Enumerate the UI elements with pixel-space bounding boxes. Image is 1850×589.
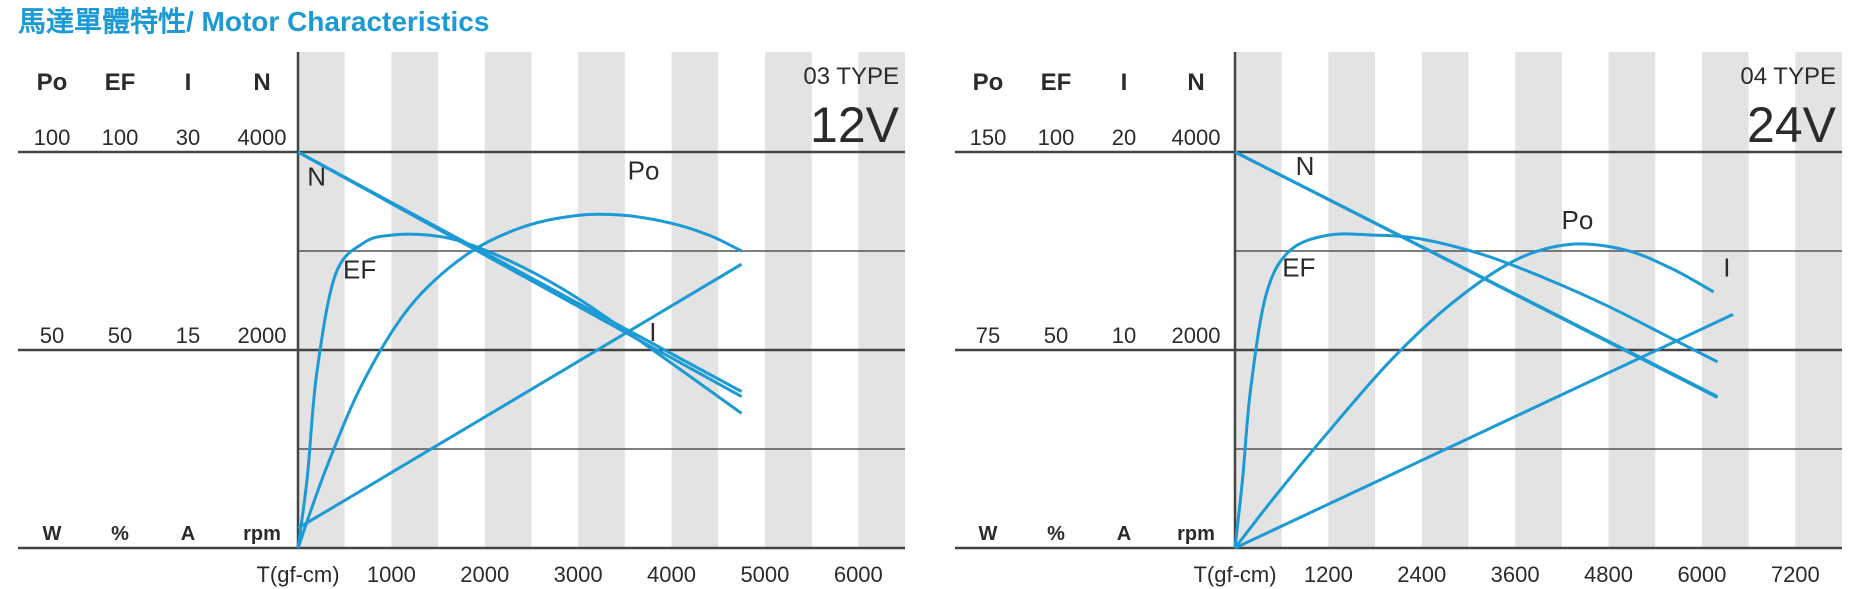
curve-label: EF [1282,253,1315,283]
column-header: Po [973,69,1004,96]
series-EF-curve [296,232,743,549]
chart-band [1328,52,1376,548]
scale-max-value: 100 [102,125,139,150]
scale-max-value: 20 [1112,125,1136,150]
x-tick-label: 4800 [1584,562,1633,587]
chart-band [1421,52,1469,548]
scale-max-value: 4000 [1172,125,1221,150]
chart-band [1701,52,1749,548]
page-title: 馬達單體特性/ Motor Characteristics [18,6,490,37]
unit-label: W [979,523,998,545]
curve-label: Po [628,156,660,186]
x-axis-label: T(gf-cm) [1193,562,1276,587]
column-header: N [253,69,270,96]
x-tick-label: 1200 [1304,562,1353,587]
scale-mid-value: 75 [976,323,1000,348]
x-tick-label: 4000 [647,562,696,587]
chart-band [1515,52,1562,548]
chart-band [1608,52,1656,548]
x-tick-label: 2000 [460,562,509,587]
series-I-curve [1234,313,1734,550]
type-label: 03 TYPE [803,63,899,90]
x-tick-label: 6000 [1677,562,1726,587]
chart-band [1795,52,1842,548]
scale-mid-value: 50 [40,323,64,348]
x-tick-label: 1000 [367,562,416,587]
unit-label: A [1117,523,1131,545]
curve-label: N [307,162,326,192]
curve-label: N [1296,151,1315,181]
chart-band [858,52,905,548]
column-header: Po [37,69,68,96]
chart-band [764,52,812,548]
column-header: EF [105,69,136,96]
type-label: 04 TYPE [1740,63,1836,90]
unit-label: % [1047,523,1065,545]
voltage-label: 24V [1747,97,1837,153]
chart-band [298,52,345,548]
scale-mid-value: 2000 [238,323,287,348]
series-I-curve [297,262,743,530]
x-tick-label: 3000 [554,562,603,587]
unit-label: W [43,523,62,545]
chart-band [484,52,532,548]
scale-max-value: 4000 [238,125,287,150]
curve-label: I [649,317,656,347]
curve-label: Po [1562,205,1594,235]
x-tick-label: 3600 [1491,562,1540,587]
unit-label: rpm [1177,523,1215,545]
voltage-label: 12V [810,97,900,153]
curve-label: I [1723,253,1730,283]
unit-label: % [111,523,129,545]
scale-mid-value: 50 [1044,323,1068,348]
series-N-curve [297,150,743,393]
scale-mid-value: 10 [1112,323,1136,348]
x-tick-label: 2400 [1397,562,1446,587]
scale-max-value: 150 [970,125,1007,150]
scale-max-value: 100 [1038,125,1075,150]
column-header: I [185,69,192,96]
unit-label: rpm [243,523,281,545]
x-tick-label: 5000 [740,562,789,587]
chart-panel-04-type: Po 150 75 W EF 100 50% I 20 10 A N 4000 2000 rpm 04 TYP… [955,52,1842,587]
series-Po-curve [296,212,743,549]
scale-max-value: 30 [176,125,200,150]
column-header: I [1121,69,1128,96]
scale-mid-value: 50 [108,323,132,348]
x-tick-label: 6000 [834,562,883,587]
column-header: N [1187,69,1204,96]
x-axis-label: T(gf-cm) [256,562,339,587]
series-N-curve [1234,150,1719,398]
unit-label: A [181,523,195,545]
chart-panel-03-type: Po 100 50 W EF 100 50% I 30 15 A N 4000 2000 rpm 03 TYP… [18,52,905,587]
column-header: EF [1041,69,1072,96]
x-tick-label: 7200 [1771,562,1820,587]
scale-mid-value: 15 [176,323,200,348]
curve-label: EF [343,255,376,285]
scale-mid-value: 2000 [1172,323,1221,348]
chart-band [578,52,625,548]
scale-max-value: 100 [34,125,71,150]
series-EF-curve [1233,232,1719,549]
series-Po-curve [1233,242,1715,549]
